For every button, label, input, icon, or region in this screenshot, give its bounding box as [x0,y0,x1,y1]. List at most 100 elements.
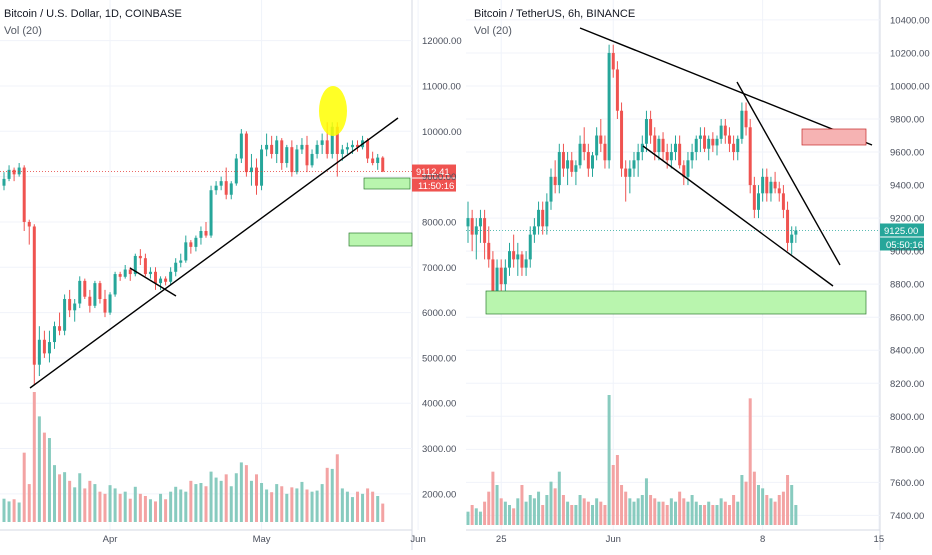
candle-body [295,149,299,173]
candle-body [707,138,711,149]
left-chart-title: Bitcoin / U.S. Dollar, 1D, COINBASE [4,8,182,20]
volume-bar [189,480,193,522]
candle-body [620,110,624,169]
candle-body [611,52,615,70]
volume-bar [174,486,178,522]
volume-bar [532,498,536,525]
y-tick-label: 9000.00 [422,172,456,183]
volume-bar [17,502,21,522]
volume-bar [665,505,669,525]
volume-bar [674,501,677,525]
candle-body [239,133,243,159]
candle-body [657,138,661,153]
candle-body [549,176,553,202]
volume-bar [42,432,46,522]
volume-bar [83,488,87,522]
y-tick-label: 9400.00 [890,181,924,192]
candle-body [285,147,289,164]
y-tick-label: 9800.00 [890,115,924,126]
candle-body [103,298,107,313]
y-tick-label: 2000.00 [422,489,456,500]
candle-body [794,230,798,235]
candle-body [740,110,744,139]
volume-bar [108,485,112,522]
candle-body [280,140,284,164]
y-tick-label: 3000.00 [422,444,456,455]
volume-bar [777,495,781,525]
candle-body [777,188,781,194]
candle-body [487,242,491,260]
candle-body [732,143,736,153]
volume-bar [545,495,549,525]
candle-body [73,303,77,311]
candle-body [574,165,578,172]
candle-body [335,126,339,154]
volume-bar [632,501,636,525]
candle-body [491,259,495,293]
candle-body [345,147,349,150]
candle-body [723,125,727,136]
volume-bar [736,501,740,525]
volume-bar [249,480,253,522]
volume-bar [58,474,62,522]
candle-body [711,138,715,146]
candle-body [98,283,102,299]
candle-body [42,339,46,354]
volume-bar [63,472,67,522]
volume-bar [219,480,223,522]
candle-body [27,221,31,227]
last-price-tag [412,164,456,178]
y-tick-label: 7000.00 [422,263,456,274]
volume-bar [270,492,274,522]
candle-body [508,251,511,268]
volume-bar [582,498,586,525]
small-trendline [129,267,177,297]
candle-body [495,267,499,293]
candle-body [790,234,794,243]
volume-bar [615,455,619,525]
volume-bar [325,467,329,522]
volume-bar [320,484,324,522]
candle-body [541,209,545,227]
volume-bar [244,465,248,522]
volume-bar [537,491,541,525]
candle-body [234,158,238,184]
candle-body [786,209,790,243]
volume-bar [723,501,727,525]
candle-body [381,157,385,172]
candle-body [752,185,756,210]
candle-body [189,242,193,247]
volume-bar [727,505,731,525]
y-tick-label: 12000.00 [422,36,462,47]
candle-body [757,193,760,210]
volume-bar [740,475,744,525]
volume-bar [229,486,233,522]
candle-body [744,110,748,128]
volume-bar [73,487,77,522]
candle-body [761,176,765,194]
y-tick-label: 7800.00 [890,445,924,456]
candle-body [678,143,682,166]
volume-bar [27,484,31,522]
volume-bar [371,491,375,522]
volume-bar [698,505,702,525]
volume-bar [773,501,777,525]
candle-body [290,147,294,173]
candle-body [118,274,122,277]
countdown-tag [412,178,456,192]
volume-bar [376,496,380,522]
y-tick-label: 8400.00 [890,346,924,357]
volume-bar [781,491,785,525]
candle-body [499,267,503,285]
volume-bar [640,495,644,525]
left-chart [0,0,456,550]
y-tick-label: 8600.00 [890,313,924,324]
candle-body [628,168,632,177]
candle-body [214,185,218,191]
candle-body [32,226,36,365]
candle-body [553,176,557,186]
volume-bar [169,491,173,522]
volume-bar [275,484,279,522]
volume-bar [260,483,264,522]
